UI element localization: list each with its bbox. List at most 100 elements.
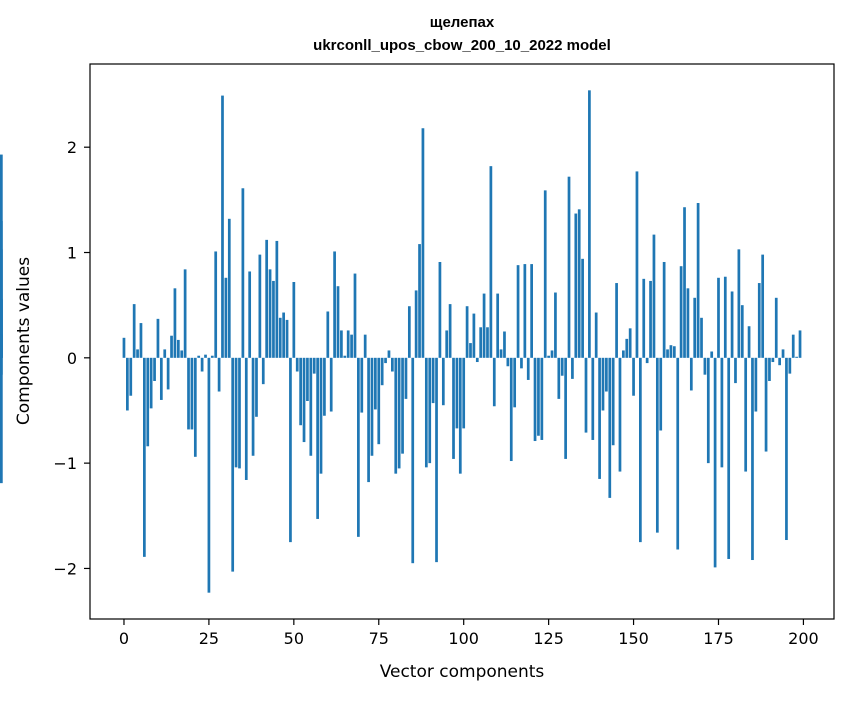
bar-190	[768, 357, 771, 381]
bar-undefined	[0, 334, 3, 358]
bar-69	[357, 357, 360, 537]
bar-4	[136, 349, 139, 358]
bar-196	[788, 357, 792, 374]
bar-19	[187, 357, 190, 430]
bar-39	[255, 357, 258, 417]
x-tick-label-200: 200	[788, 629, 819, 648]
bar-115	[513, 357, 517, 408]
bar-106	[482, 293, 486, 358]
bar-156	[652, 234, 656, 358]
x-tick-label-25: 25	[199, 629, 219, 648]
bar-114	[509, 357, 513, 462]
y-axis-label: Components values	[14, 257, 34, 425]
chart-title-line1: щелепах	[430, 14, 495, 31]
bar-51	[295, 357, 299, 372]
bar-166	[686, 288, 690, 358]
bar-150	[632, 357, 635, 396]
y-tick-label--1: −1	[53, 454, 77, 473]
bar-7	[146, 357, 150, 447]
bar-130	[564, 357, 567, 459]
bar-126	[550, 350, 554, 358]
chart-title-line2: ukrconll_upos_cbow_200_10_2022 model	[313, 37, 611, 54]
bar-101	[465, 306, 469, 358]
bar-160	[666, 349, 669, 358]
bar-148	[625, 338, 629, 358]
bar-83	[404, 357, 408, 399]
y-tick-label-0: 0	[67, 349, 77, 368]
bar-131	[567, 176, 571, 358]
x-axis-label: Vector components	[380, 662, 545, 682]
bar-1	[126, 357, 129, 411]
bar-31	[227, 218, 231, 358]
bar-30	[224, 277, 228, 358]
bar-161	[669, 345, 673, 358]
bar-127	[554, 292, 557, 358]
bar-16	[176, 339, 180, 358]
bar-179	[730, 291, 734, 358]
bar-53	[302, 357, 306, 443]
bar-138	[591, 357, 595, 440]
bar-153	[642, 278, 646, 358]
bar-122	[537, 357, 540, 436]
bar-78	[387, 350, 391, 358]
bar-170	[700, 317, 703, 358]
bar-181	[737, 249, 741, 358]
bar-27	[214, 251, 218, 358]
bar-23	[200, 357, 204, 372]
bar-124	[543, 190, 547, 358]
bar-173	[710, 351, 714, 358]
bar-9	[153, 357, 156, 381]
bar-159	[662, 261, 666, 358]
bar-98	[455, 357, 459, 429]
bar-97	[452, 357, 455, 459]
bar-38	[251, 357, 255, 456]
bar-17	[180, 350, 184, 358]
bar-29	[221, 95, 224, 358]
bar-162	[672, 346, 676, 358]
bar-40	[258, 254, 262, 358]
bar-147	[622, 350, 625, 358]
bar-178	[727, 357, 731, 559]
bar-154	[645, 357, 649, 364]
y-axis-ticks: −2 −1 0 1 2	[53, 138, 90, 578]
bar-0	[122, 337, 126, 358]
y-tick-label-1: 1	[67, 244, 77, 263]
bar-70	[360, 357, 364, 413]
bar-3	[132, 304, 136, 358]
bar-46	[278, 317, 282, 358]
bar-74	[374, 357, 377, 410]
bar-89	[424, 357, 428, 468]
bar-185	[751, 357, 754, 561]
bar-13	[166, 357, 170, 390]
bar-167	[689, 357, 693, 391]
bar-93	[438, 261, 442, 358]
bar-133	[574, 213, 578, 358]
bar-26	[210, 355, 214, 358]
bar-76	[380, 357, 384, 386]
bar-199	[798, 330, 802, 358]
bar-25	[207, 357, 211, 593]
bar-110	[496, 293, 500, 358]
bar-116	[516, 265, 520, 358]
x-tick-label-0: 0	[119, 629, 129, 648]
bar-71	[363, 334, 367, 358]
bar-61	[329, 357, 333, 412]
bar-undefined	[0, 357, 3, 375]
bar-5	[139, 323, 143, 358]
bar-187	[757, 283, 761, 358]
bar-163	[676, 357, 680, 550]
bar-189	[764, 357, 768, 452]
bar-144	[611, 357, 615, 446]
bar-50	[292, 282, 296, 358]
bar-111	[499, 349, 503, 358]
bar-132	[571, 357, 574, 379]
bar-100	[462, 357, 466, 429]
bar-143	[608, 357, 612, 498]
bar-33	[234, 357, 238, 468]
bar-197	[791, 334, 795, 358]
x-tick-label-175: 175	[703, 629, 734, 648]
bar-171	[703, 357, 707, 375]
bar-184	[747, 326, 751, 358]
bar-48	[285, 319, 289, 358]
y-tick-label--2: −2	[53, 559, 77, 578]
